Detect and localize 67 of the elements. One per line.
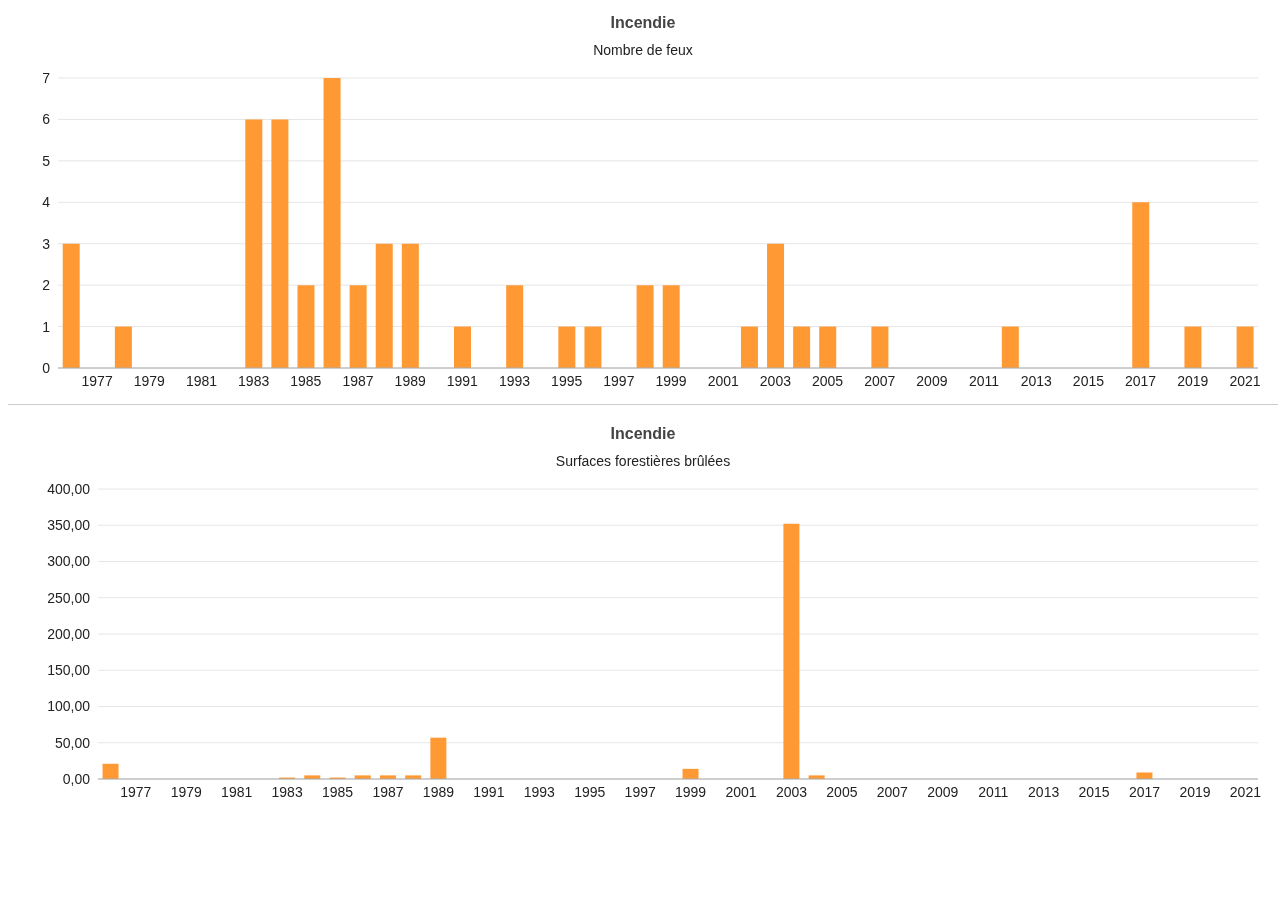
x-tick-label: 1983	[271, 783, 303, 800]
x-tick-label: 1991	[446, 372, 479, 389]
x-tick-label: 1979	[133, 372, 166, 389]
x-tick-label: 1977	[81, 372, 113, 389]
x-tick-label: 2011	[978, 783, 1009, 800]
x-tick-label: 1989	[394, 372, 426, 389]
x-tick-label: 1997	[624, 783, 656, 800]
y-tick-label: 2	[42, 277, 51, 294]
x-tick-label: 1993	[523, 783, 556, 800]
y-tick-label: 7	[42, 69, 51, 86]
y-tick-label: 0	[42, 359, 51, 376]
x-tick-label: 1985	[290, 372, 322, 389]
x-tick-label: 2017	[1125, 372, 1157, 389]
x-tick-label: 1995	[574, 783, 606, 800]
x-tick-label: 2017	[1128, 783, 1161, 800]
y-tick-label: 4	[42, 194, 51, 211]
chart-subtitle: Nombre de feux	[592, 42, 694, 58]
x-tick-label: 2019	[1177, 372, 1209, 389]
x-tick-label: 1979	[170, 783, 203, 800]
y-tick-label: 1	[42, 318, 51, 335]
x-tick-label: 2021	[1229, 372, 1261, 389]
y-tick-label: 400,00	[47, 480, 91, 497]
x-tick-label: 2001	[707, 372, 739, 389]
x-tick-label: 1995	[551, 372, 583, 389]
x-tick-label: 1981	[185, 372, 218, 389]
x-tick-label: 2007	[876, 783, 909, 800]
x-tick-label: 1987	[342, 372, 374, 389]
y-tick-label: 5	[42, 152, 51, 169]
x-tick-label: 1977	[120, 783, 152, 800]
x-tick-label: 2015	[1072, 372, 1105, 389]
x-tick-label: 1999	[675, 783, 707, 800]
x-tick-label: 1999	[655, 372, 687, 389]
x-tick-label: 1997	[603, 372, 635, 389]
y-tick-label: 250,00	[47, 589, 91, 606]
y-tick-label: 300,00	[47, 553, 91, 570]
x-tick-label: 2003	[759, 372, 792, 389]
chart-subtitle: Surfaces forestières brûlées	[554, 453, 732, 469]
x-tick-label: 1989	[422, 783, 455, 800]
y-tick-label: 350,00	[47, 517, 91, 534]
y-tick-label: 50,00	[54, 734, 91, 751]
x-tick-label: 1985	[321, 783, 354, 800]
y-tick-label: 150,00	[47, 662, 91, 679]
x-tick-label: 2021	[1229, 783, 1262, 800]
x-tick-label: 1987	[372, 783, 404, 800]
x-tick-label: 1993	[498, 372, 531, 389]
y-tick-label: 3	[42, 235, 51, 252]
x-tick-label: 2005	[811, 372, 844, 389]
y-tick-label: 0,00	[62, 770, 91, 787]
x-tick-label: 2001	[725, 783, 757, 800]
x-tick-label: 2015	[1078, 783, 1110, 800]
chart-title: Incendie	[609, 14, 677, 32]
x-tick-label: 2003	[775, 783, 808, 800]
y-tick-label: 100,00	[47, 698, 91, 715]
x-tick-label: 1981	[221, 783, 253, 800]
x-tick-label: 2009	[927, 783, 959, 800]
x-tick-label: 2011	[969, 372, 1000, 389]
x-tick-label: 2007	[864, 372, 896, 389]
x-tick-label: 2009	[916, 372, 948, 389]
x-tick-label: 2013	[1028, 783, 1060, 800]
x-tick-label: 1991	[473, 783, 505, 800]
x-tick-label: 2013	[1020, 372, 1053, 389]
x-tick-label: 2019	[1179, 783, 1211, 800]
y-tick-label: 6	[42, 111, 51, 128]
x-tick-label: 2005	[826, 783, 858, 800]
y-tick-label: 200,00	[47, 625, 91, 642]
x-tick-label: 1983	[238, 372, 270, 389]
chart-title: Incendie	[609, 425, 677, 443]
